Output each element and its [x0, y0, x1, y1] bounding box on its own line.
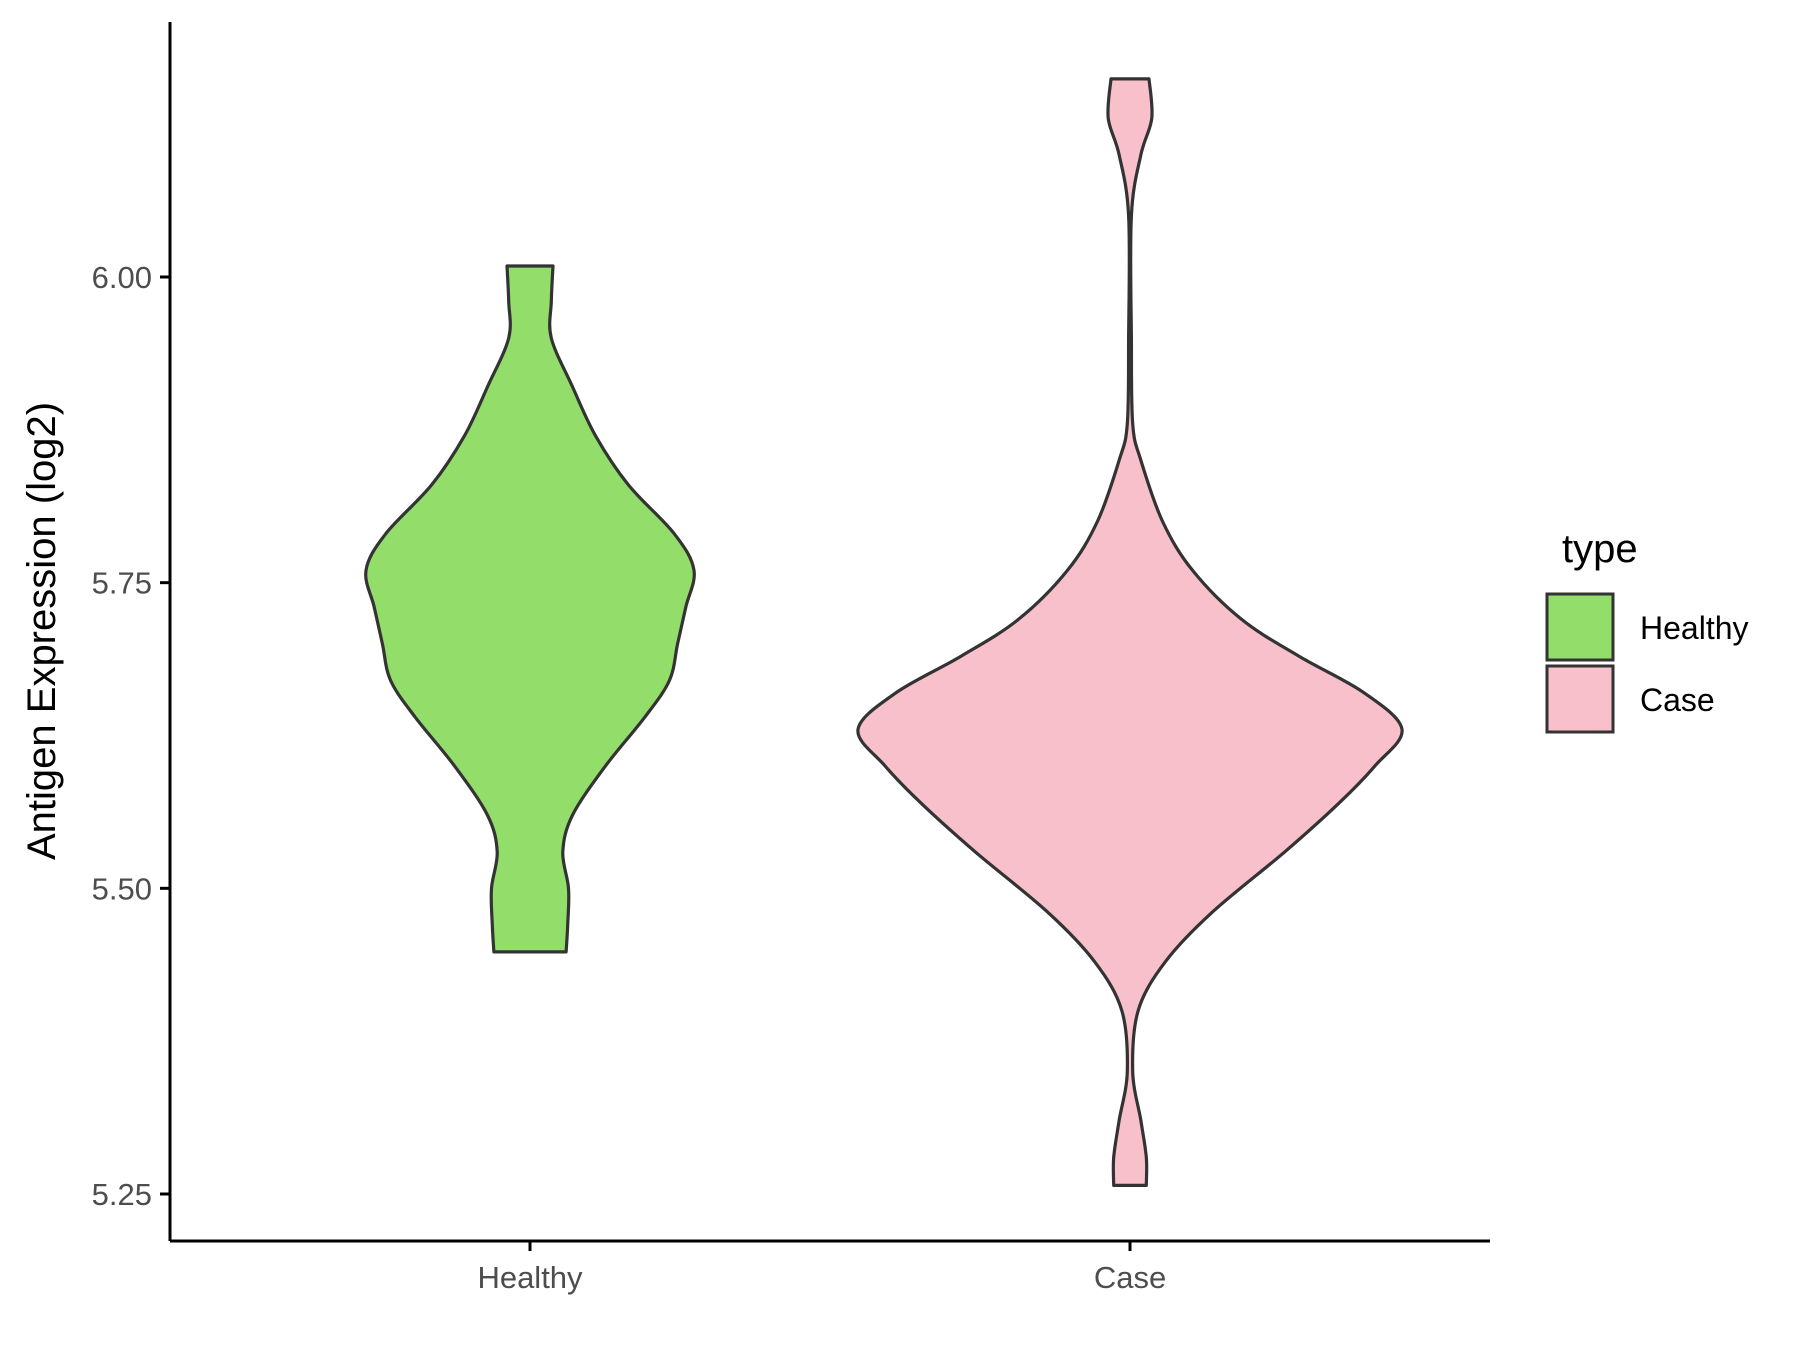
- y-axis-title: Antigen Expression (log2): [20, 402, 64, 860]
- violin-case: [856, 77, 1404, 1187]
- legend-label-healthy: Healthy: [1640, 610, 1749, 646]
- y-axis-ticks: 5.25 5.50 5.75 6.00: [92, 260, 170, 1212]
- violin-healthy: [364, 264, 696, 954]
- x-axis-ticks: Healthy Case: [477, 1241, 1166, 1295]
- x-tick-label: Healthy: [477, 1260, 583, 1295]
- legend: type Healthy Case: [1545, 527, 1749, 734]
- y-tick-label: 5.75: [92, 566, 152, 601]
- x-tick-label: Case: [1094, 1260, 1166, 1295]
- legend-key-healthy: [1545, 592, 1615, 662]
- legend-label-case: Case: [1640, 682, 1715, 718]
- y-tick-label: 5.25: [92, 1177, 152, 1212]
- y-tick-label: 5.50: [92, 871, 152, 906]
- plot-area: [364, 77, 1404, 1187]
- legend-items: Healthy Case: [1545, 592, 1749, 734]
- legend-title: type: [1562, 527, 1638, 571]
- legend-key-case: [1545, 664, 1615, 734]
- y-tick-label: 6.00: [92, 260, 152, 295]
